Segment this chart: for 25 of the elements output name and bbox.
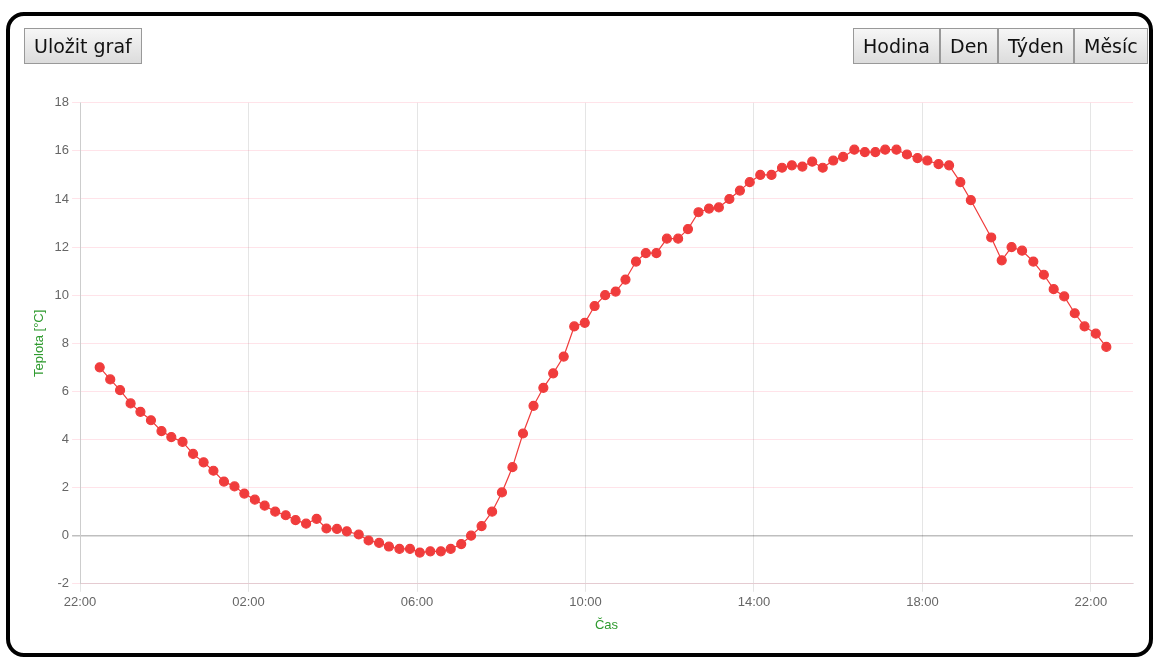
x-axis-title: Čas — [594, 616, 619, 632]
text: Měsíc — [1074, 28, 1148, 64]
y-tick-label: 0 — [61, 527, 70, 543]
x-tick-label: 14:00 — [737, 594, 771, 610]
y-tick-label: 16 — [54, 142, 70, 158]
y-axis-title: Teplota [°C] — [31, 309, 47, 377]
y-tick-label: 18 — [54, 94, 70, 110]
y-tick-label: 2 — [61, 479, 70, 495]
x-tick-label: 02:00 — [232, 594, 265, 610]
y-tick-label: -2 — [57, 575, 70, 591]
y-tick-label: 14 — [54, 190, 70, 206]
x-tick-label: 22:00 — [63, 594, 97, 610]
y-tick-label: 12 — [54, 238, 70, 254]
text: Uložit graf — [24, 28, 142, 64]
y-tick-label: 4 — [61, 431, 70, 447]
x-tick-label: 06:00 — [400, 594, 434, 610]
y-tick-label: 10 — [54, 286, 70, 302]
x-tick-label: 10:00 — [569, 594, 602, 610]
text: Týden — [998, 28, 1074, 64]
x-tick-label: 18:00 — [906, 594, 939, 610]
y-tick-label: 8 — [61, 334, 70, 350]
text: Den — [940, 28, 999, 64]
text: Hodina — [853, 28, 940, 64]
x-tick-label: 22:00 — [1074, 594, 1108, 610]
y-tick-label: 6 — [61, 382, 70, 398]
